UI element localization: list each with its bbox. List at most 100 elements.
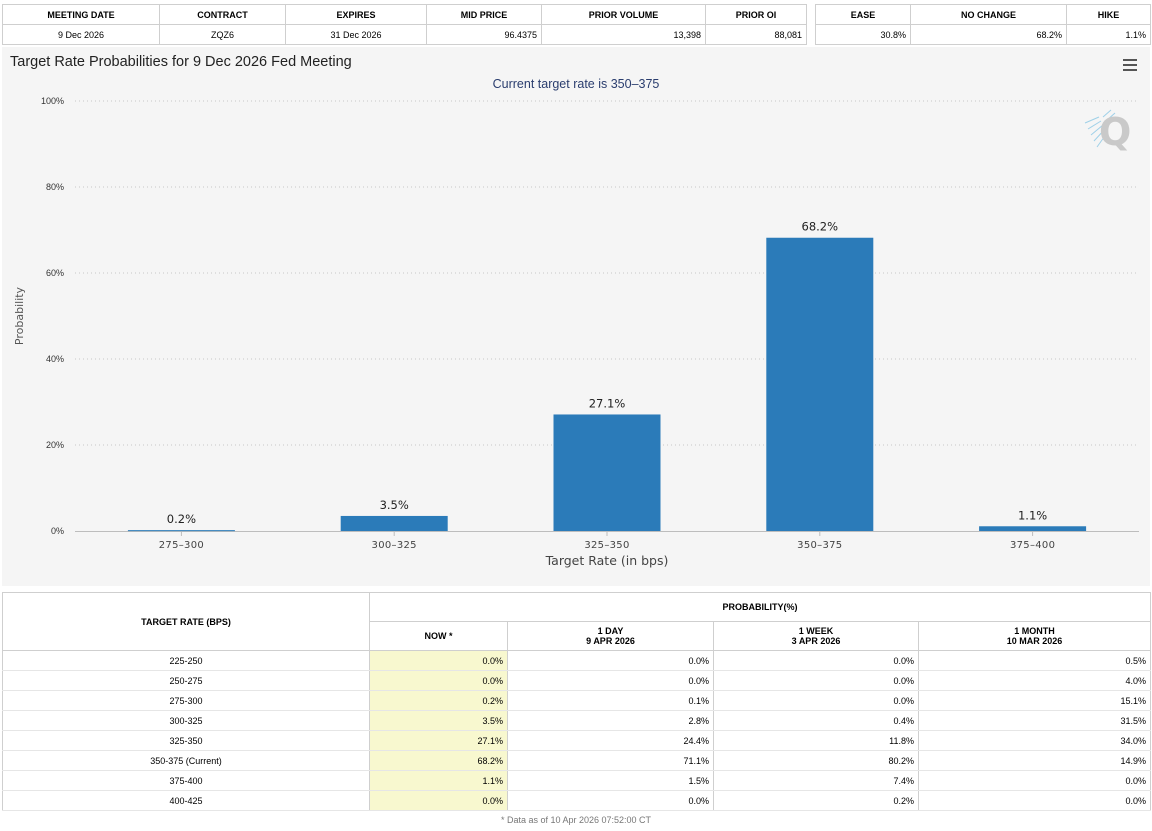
chart-panel: 0% 20% 40% 60% 80% 100% 0.2% 275–300 3.5% 300–325… — [2, 47, 1150, 586]
q-logo-icon: Q — [1084, 109, 1131, 154]
one-month-value: 14.9% — [918, 750, 1151, 771]
outcome-header-row: EASE NO CHANGE HIKE — [815, 4, 1151, 25]
ease-header: EASE — [815, 4, 911, 25]
one-week-value: 0.0% — [713, 650, 919, 671]
one-week-value: 80.2% — [713, 750, 919, 771]
target-rate-cell: 300-325 — [2, 710, 370, 731]
now-value: 68.2% — [369, 750, 508, 771]
target-rate-cell: 400-425 — [2, 790, 370, 811]
target-rate-header: TARGET RATE (BPS) — [2, 592, 370, 651]
y-tick-label: 40% — [46, 354, 64, 364]
summary-value-row: 9 Dec 2026 ZQZ6 31 Dec 2026 96.4375 13,3… — [2, 24, 807, 45]
expires-value: 31 Dec 2026 — [285, 24, 427, 45]
one-month-value: 0.0% — [918, 770, 1151, 791]
table-row: 275-300 0.2% 0.1% 0.0% 15.1% — [2, 690, 1151, 711]
one-week-value: 0.0% — [713, 670, 919, 691]
y-tick-label: 100% — [41, 96, 64, 106]
table-row: 350-375 (Current) 68.2% 71.1% 80.2% 14.9% — [2, 750, 1151, 771]
x-tick-label: 275–300 — [159, 540, 204, 551]
bar-325–350[interactable] — [553, 414, 661, 531]
one-week-value: 7.4% — [713, 770, 919, 791]
target-rate-cell: 350-375 (Current) — [2, 750, 370, 771]
no-change-value: 68.2% — [910, 24, 1067, 45]
chart-subtitle: Current target rate is 350–375 — [492, 77, 660, 91]
col-header-1-day: 1 DAY 9 APR 2026 — [507, 621, 714, 651]
target-rate-cell: 275-300 — [2, 690, 370, 711]
no-change-header: NO CHANGE — [910, 4, 1067, 25]
now-value: 0.0% — [369, 670, 508, 691]
now-value: 0.0% — [369, 790, 508, 811]
col-header-now: NOW * — [369, 621, 508, 651]
one-day-value: 1.5% — [507, 770, 714, 791]
prior-oi-header: PRIOR OI — [705, 4, 807, 25]
bar-375–400[interactable] — [979, 526, 1087, 531]
y-tick-label: 80% — [46, 182, 64, 192]
probability-header: PROBABILITY(%) — [369, 592, 1151, 622]
one-day-value: 0.0% — [507, 650, 714, 671]
y-tick-label: 20% — [46, 440, 64, 450]
one-month-value: 15.1% — [918, 690, 1151, 711]
one-day-value: 2.8% — [507, 710, 714, 731]
now-value: 3.5% — [369, 710, 508, 731]
svg-text:Q: Q — [1099, 110, 1131, 154]
outcome-summary-table: EASE NO CHANGE HIKE 30.8% 68.2% 1.1% — [815, 4, 1151, 45]
bar-275–300[interactable] — [127, 530, 235, 532]
hike-header: HIKE — [1066, 4, 1151, 25]
one-week-value: 0.4% — [713, 710, 919, 731]
x-tick-label: 300–325 — [372, 540, 417, 551]
data-label: 27.1% — [589, 396, 626, 410]
outcome-value-row: 30.8% 68.2% 1.1% — [815, 24, 1151, 45]
y-tick-label: 0% — [51, 526, 64, 536]
meeting-date-header: MEETING DATE — [2, 4, 160, 25]
mid-price-value: 96.4375 — [426, 24, 542, 45]
data-timestamp-footnote: * Data as of 10 Apr 2026 07:52:00 CT — [500, 815, 652, 825]
chart-title: Target Rate Probabilities for 9 Dec 2026… — [10, 54, 352, 70]
prior-oi-value: 88,081 — [774, 29, 802, 40]
prob-header-row-2: NOW * 1 DAY 9 APR 2026 1 WEEK 3 APR 2026 1… — [3, 621, 1151, 651]
table-row: 225-250 0.0% 0.0% 0.0% 0.5% — [2, 650, 1151, 671]
target-rate-cell: 225-250 — [2, 650, 370, 671]
target-rate-cell: 250-275 — [2, 670, 370, 691]
one-week-value: 0.2% — [713, 790, 919, 811]
expires-header: EXPIRES — [285, 4, 427, 25]
one-day-value: 0.0% — [507, 790, 714, 811]
x-axis-title: Target Rate (in bps) — [545, 553, 669, 568]
one-day-value: 24.4% — [507, 730, 714, 751]
summary-header-row: MEETING DATE CONTRACT EXPIRES MID PRICE … — [2, 4, 807, 25]
table-row: 375-400 1.1% 1.5% 7.4% 0.0% — [2, 770, 1151, 791]
data-label: 3.5% — [380, 498, 409, 512]
now-value: 1.1% — [369, 770, 508, 791]
one-day-value: 0.0% — [507, 670, 714, 691]
col-header-1-week: 1 WEEK 3 APR 2026 — [713, 621, 919, 651]
contract-header: CONTRACT — [159, 4, 286, 25]
bar-300–325[interactable] — [340, 515, 448, 531]
one-day-value: 71.1% — [507, 750, 714, 771]
prior-volume-value: 13,398 — [541, 24, 706, 45]
now-value: 0.2% — [369, 690, 508, 711]
one-month-value: 4.0% — [918, 670, 1151, 691]
bar-350–375[interactable] — [766, 237, 874, 532]
data-label: 68.2% — [802, 220, 839, 234]
contract-value: ZQZ6 — [159, 24, 286, 45]
y-tick-label: 60% — [46, 268, 64, 278]
meeting-date-value: 9 Dec 2026 — [2, 24, 160, 45]
table-row: 250-275 0.0% 0.0% 0.0% 4.0% — [2, 670, 1151, 691]
target-rate-cell: 325-350 — [2, 730, 370, 751]
table-row: 400-425 0.0% 0.0% 0.2% 0.0% — [2, 790, 1151, 811]
x-tick-label: 325–350 — [584, 540, 629, 551]
table-row: 325-350 27.1% 24.4% 11.8% 34.0% — [2, 730, 1151, 751]
ease-value: 30.8% — [815, 24, 911, 45]
one-month-value: 34.0% — [918, 730, 1151, 751]
table-row: 300-325 3.5% 2.8% 0.4% 31.5% — [2, 710, 1151, 731]
one-month-value: 0.5% — [918, 650, 1151, 671]
probability-table: TARGET RATE (BPS) PROBABILITY(%) NOW * 1… — [2, 592, 1151, 811]
hamburger-menu-icon[interactable] — [1123, 59, 1137, 71]
contract-summary-table: MEETING DATE CONTRACT EXPIRES MID PRICE … — [2, 4, 807, 45]
y-axis-title: Probability — [13, 286, 26, 345]
one-day-value: 0.1% — [507, 690, 714, 711]
prob-header-row-1: TARGET RATE (BPS) PROBABILITY(%) — [2, 592, 1151, 651]
x-tick-label: 375–400 — [1010, 540, 1055, 551]
data-label: 0.2% — [167, 512, 196, 526]
data-label: 1.1% — [1018, 508, 1047, 522]
mid-price-header: MID PRICE — [426, 4, 542, 25]
